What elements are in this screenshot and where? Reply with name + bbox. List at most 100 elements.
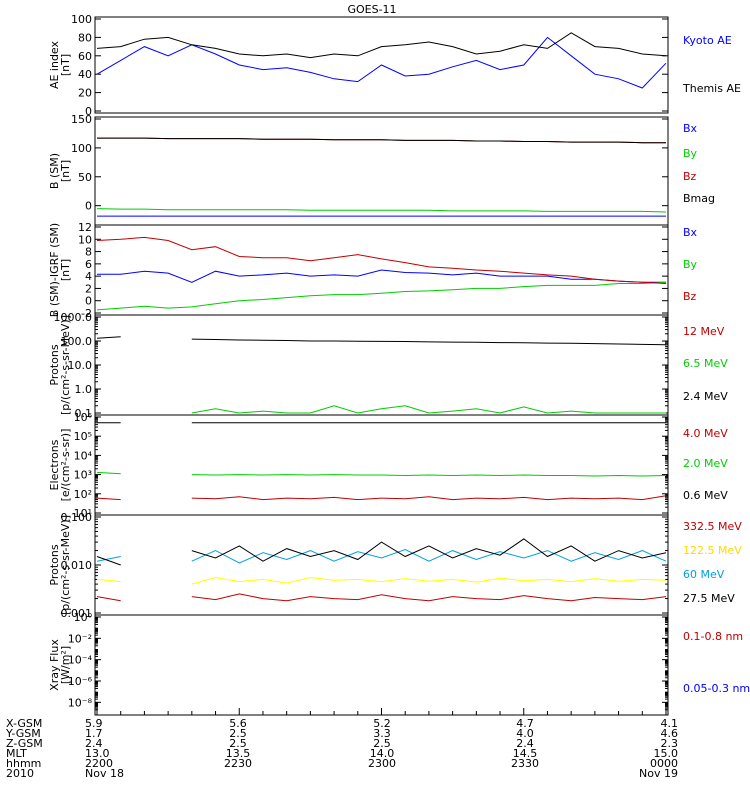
footer-row-label: 2010 (6, 767, 34, 780)
footer-row-label: Z-GSM (6, 737, 43, 750)
y-tick-label: 10³ (74, 469, 92, 482)
series-line-Bz (96, 236, 667, 284)
footer-value: 2.5 (373, 737, 391, 750)
legend-label: 0.1-0.8 nm (683, 630, 743, 643)
footer-row-label: hhmm (6, 757, 41, 770)
series-line-4.0-MeV (96, 495, 667, 501)
y-tick-label: 10⁻⁶ (68, 675, 93, 688)
y-axis-label: Electrons (48, 439, 61, 490)
y-tick-label: 10⁶ (74, 411, 93, 424)
footer-value: 2.4 (85, 737, 103, 750)
y-tick-label: 10⁻⁴ (68, 654, 93, 667)
legend-label: 12 MeV (683, 325, 725, 338)
panel-frame (94, 514, 669, 616)
y-tick-label: 150 (71, 113, 92, 126)
y-tick-label: 0.010 (61, 559, 93, 572)
y-tick-label: 80 (78, 31, 92, 44)
footer-value: 2.3 (661, 737, 679, 750)
panel-6: 10⁻⁸ 10⁻⁶ 10⁻⁴ 10⁻² 10⁰ Xray Flux[W/m²] 0.1-0.… (48, 611, 750, 716)
footer-value: 5.9 (85, 717, 103, 730)
legend-label: 0.05-0.3 nm (683, 682, 750, 695)
footer-row-label: Y-GSM (5, 727, 41, 740)
series-line-By (96, 208, 667, 213)
plot-title: GOES-11 (347, 3, 396, 16)
y-tick-label: 10⁻⁸ (68, 696, 93, 709)
y-tick-label: 0 (85, 105, 92, 118)
legend-label: Bx (683, 122, 698, 135)
panel-frame (94, 16, 669, 114)
legend-label: By (683, 147, 698, 160)
legend-label: 332.5 MeV (683, 520, 742, 533)
footer-row-label: MLT (6, 747, 27, 760)
footer-value: 2.5 (229, 737, 247, 750)
legend-label: Kyoto AE (683, 34, 732, 47)
series-line-2.4-MeV (96, 336, 667, 346)
legend-label: 4.0 MeV (683, 427, 728, 440)
y-tick-label: -2 (81, 307, 92, 320)
footer-value: 2230 (224, 757, 252, 770)
legend-label: Bmag (683, 192, 715, 205)
footer-value: 0000 (650, 757, 678, 770)
series-line-Bx (97, 269, 666, 283)
y-tick-label: 6 (85, 258, 92, 271)
footer-value: Nov 19 (639, 767, 678, 780)
y-tick-label: 40 (78, 68, 92, 81)
y-tick-label: 8 (85, 246, 92, 259)
series-line-Bmag (97, 137, 666, 144)
panel-3: 0.1 1.0 10.0 100.0 1000.0 Protons[p/(cm²-s-sr… (48, 311, 728, 420)
y-tick-label: 10⁰ (74, 611, 93, 624)
y-tick-label: 10¹ (74, 507, 92, 520)
y-tick-label: 0 (85, 200, 92, 213)
legend-label: Bz (683, 290, 697, 303)
footer-value: 4.0 (516, 727, 534, 740)
legend-label: 27.5 MeV (683, 592, 735, 605)
y-axis-label: [p/(cm²-s-sr-MeV)] (59, 515, 72, 615)
panel-frame (94, 614, 669, 716)
legend-label: Bx (683, 226, 698, 239)
legend-label: By (683, 258, 698, 271)
legend-label: 6.5 MeV (683, 357, 728, 370)
y-axis-label: [W/m²] (59, 646, 72, 684)
footer-row-label: X-GSM (6, 717, 42, 730)
footer-value: 14.5 (513, 747, 538, 760)
panel-frame (94, 314, 669, 416)
series-line-By (96, 281, 667, 311)
y-axis-label: Protons (48, 544, 61, 585)
y-tick-label: 2 (85, 282, 92, 295)
panel-0: 0 20 40 60 80 100 AE index[nT] Kyoto AE Themis A… (48, 13, 741, 118)
legend-label: Bz (683, 170, 697, 183)
footer-value: 2330 (511, 757, 539, 770)
legend-label: 60 MeV (683, 568, 725, 581)
series-line-2.0-MeV (96, 471, 667, 477)
series-line-27.5-MeV (96, 538, 667, 566)
y-axis-label: B (SM) (48, 153, 61, 189)
legend-label: Themis AE (682, 82, 741, 95)
footer-value: 3.3 (373, 727, 391, 740)
series-line-Kyoto-AE (96, 36, 667, 89)
panel-4: 10¹ 10² 10³ 10⁴ 10⁵ 10⁶ Electrons[e/(cm²-s-sr)… (48, 411, 728, 520)
y-tick-label: 20 (78, 87, 92, 100)
y-tick-label: 0 (85, 295, 92, 308)
y-tick-label: 0.001 (61, 607, 93, 620)
y-tick-label: 4 (85, 270, 92, 283)
footer-value: 5.6 (229, 717, 247, 730)
series-line-Themis-AE (96, 32, 667, 59)
footer-value: 2.4 (516, 737, 534, 750)
y-axis-label: [nT] (59, 160, 72, 182)
series-line-6.5-MeV (191, 405, 666, 414)
legend-label: 122.5 MeV (683, 544, 742, 557)
y-axis-label: B (SM)-IGRF (SM) (48, 223, 61, 317)
y-tick-label: 10² (74, 488, 92, 501)
y-axis-label: Protons (48, 344, 61, 385)
y-tick-label: 0.1 (75, 407, 93, 420)
series-line-122.5-MeV (96, 576, 667, 585)
footer-value: 15.0 (654, 747, 679, 760)
y-tick-label: 10⁴ (74, 449, 93, 462)
y-tick-label: 10 (78, 233, 92, 246)
legend-label: 0.6 MeV (683, 489, 728, 502)
y-tick-label: 50 (78, 171, 92, 184)
footer-value: Nov 18 (85, 767, 124, 780)
